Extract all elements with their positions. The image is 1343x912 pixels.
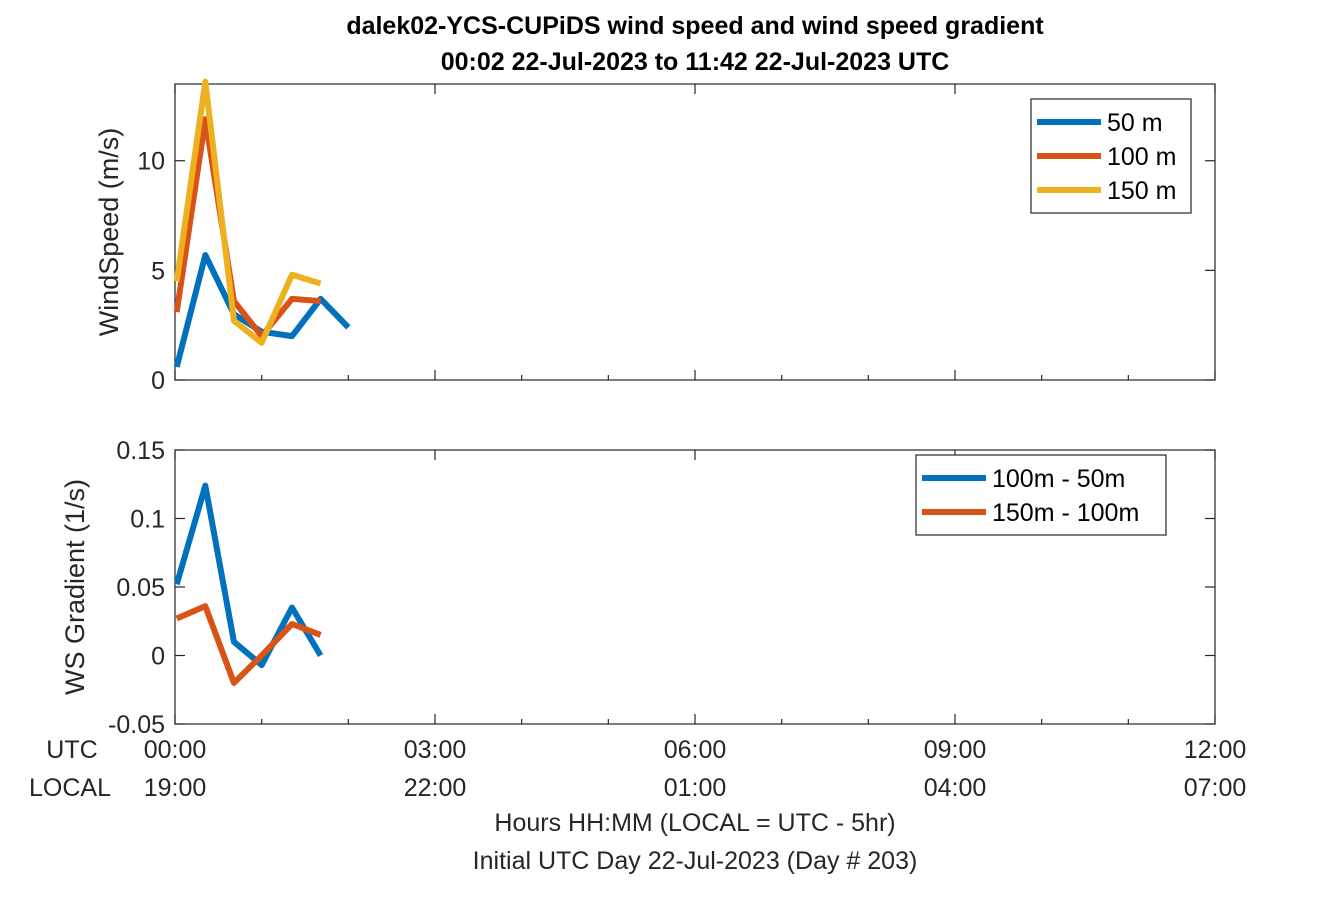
y-tick-label: 0.15 bbox=[116, 437, 165, 465]
gradient-y-axis-label: WS Gradient (1/s) bbox=[60, 479, 90, 695]
windspeed-y-ticks: 0 5 10 bbox=[137, 148, 1215, 395]
y-tick-label: 0.1 bbox=[130, 506, 165, 534]
legend-entry: 150m - 100m bbox=[992, 499, 1139, 527]
x-tick-label-utc: 06:00 bbox=[664, 736, 727, 764]
x-tick-labels: 00:00 19:00 03:00 22:00 06:00 01:00 09:00 04:00… bbox=[144, 736, 1247, 802]
x-tick-label-utc: 12:00 bbox=[1184, 736, 1247, 764]
local-row-label: LOCAL bbox=[29, 774, 111, 802]
legend-entry: 150 m bbox=[1107, 177, 1176, 205]
x-axis-label-line1: Hours HH:MM (LOCAL = UTC - 5hr) bbox=[494, 809, 895, 837]
y-tick-label: 0.05 bbox=[116, 574, 165, 602]
series-line-150m-100m bbox=[175, 603, 322, 686]
x-tick-label-local: 19:00 bbox=[144, 774, 207, 802]
y-tick-label: 5 bbox=[151, 257, 165, 285]
y-tick-label: 10 bbox=[137, 148, 165, 176]
x-tick-label-local: 22:00 bbox=[404, 774, 467, 802]
gradient-legend: 100m - 50m 150m - 100m bbox=[915, 454, 1167, 536]
series-line-150-m bbox=[173, 78, 322, 346]
windspeed-x-tick-marks bbox=[174, 84, 1216, 380]
x-tick-label-utc: 09:00 bbox=[924, 736, 987, 764]
utc-row-label: UTC bbox=[46, 736, 97, 764]
gradient-y-ticks: -0.05 0 0.05 0.1 0.15 bbox=[108, 437, 1215, 739]
x-tick-label-local: 07:00 bbox=[1184, 774, 1247, 802]
gradient-series bbox=[173, 482, 324, 686]
gradient-axes: WS Gradient (1/s) -0.05 0 0.05 0.1 0.15 100m… bbox=[60, 437, 1216, 739]
windspeed-legend: 50 m 100 m 150 m bbox=[1030, 98, 1192, 214]
x-tick-label-utc: 03:00 bbox=[404, 736, 467, 764]
x-tick-label-local: 04:00 bbox=[924, 774, 987, 802]
y-tick-label: -0.05 bbox=[108, 711, 165, 739]
windspeed-series bbox=[173, 78, 351, 368]
windspeed-y-axis-label: WindSpeed (m/s) bbox=[94, 128, 124, 337]
y-tick-label: 0 bbox=[151, 643, 165, 671]
windspeed-axes: WindSpeed (m/s) 0 5 10 50 m 100 m 150 m bbox=[94, 78, 1216, 395]
series-line-100-m bbox=[173, 116, 321, 340]
legend-box bbox=[915, 454, 1167, 536]
x-tick-label-utc: 00:00 bbox=[144, 736, 207, 764]
chart-title-line1: dalek02-YCS-CUPiDS wind speed and wind s… bbox=[346, 12, 1044, 40]
gradient-x-tick-marks bbox=[174, 450, 1216, 724]
x-axis-label-line2: Initial UTC Day 22-Jul-2023 (Day # 203) bbox=[473, 847, 918, 875]
legend-entry: 100m - 50m bbox=[992, 465, 1125, 493]
series-line-100m-50m bbox=[173, 482, 324, 669]
legend-entry: 50 m bbox=[1107, 109, 1163, 137]
chart-title-line2: 00:02 22-Jul-2023 to 11:42 22-Jul-2023 U… bbox=[441, 48, 950, 76]
legend-entry: 100 m bbox=[1107, 143, 1176, 171]
y-tick-label: 0 bbox=[151, 367, 165, 395]
x-tick-label-local: 01:00 bbox=[664, 774, 727, 802]
